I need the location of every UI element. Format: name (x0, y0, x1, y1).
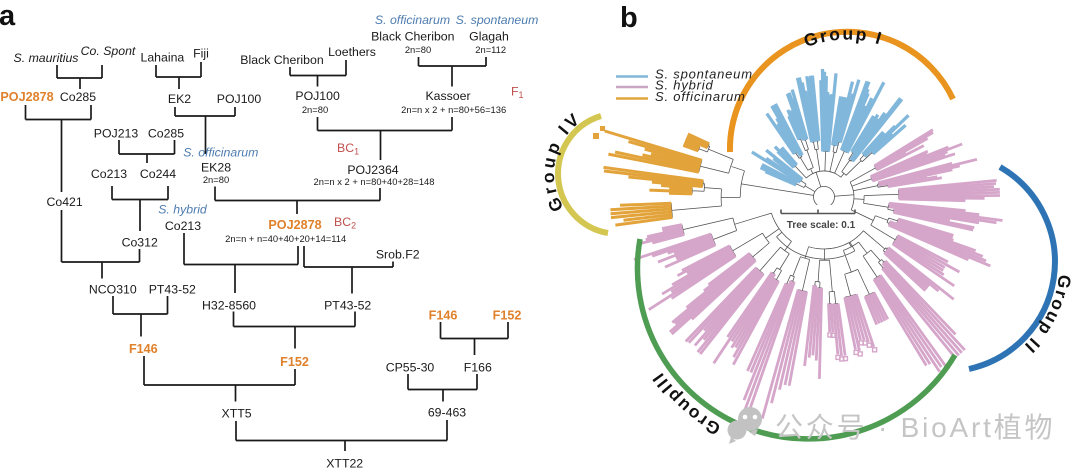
svg-text:Black Cheribon: Black Cheribon (371, 30, 455, 44)
svg-text:F152: F152 (493, 309, 522, 323)
svg-text:S. hybrid: S. hybrid (158, 203, 208, 217)
svg-text:Srob.F2: Srob.F2 (376, 248, 420, 262)
svg-text:BC2: BC2 (334, 215, 356, 231)
svg-text:POJ2878: POJ2878 (268, 218, 321, 232)
svg-text:Loethers: Loethers (328, 45, 376, 59)
svg-text:a: a (0, 0, 16, 32)
svg-text:2n=80: 2n=80 (302, 104, 328, 115)
svg-text:2n=112: 2n=112 (475, 44, 506, 55)
svg-text:S. officinarum: S. officinarum (375, 13, 450, 27)
svg-text:CP55-30: CP55-30 (386, 360, 435, 374)
svg-text:2n=80: 2n=80 (405, 44, 431, 55)
svg-text:POJ2878: POJ2878 (0, 90, 53, 104)
svg-text:Co. Spont: Co. Spont (81, 44, 136, 58)
svg-text:F146: F146 (129, 342, 158, 356)
svg-text:Group I: Group I (801, 23, 885, 51)
svg-text:Kassoer: Kassoer (425, 89, 470, 103)
svg-text:F152: F152 (280, 355, 309, 369)
svg-text:F146: F146 (429, 309, 458, 323)
svg-text:S. spontaneum: S. spontaneum (456, 13, 539, 27)
svg-text:2n=n + n=40+40+20+14=114: 2n=n + n=40+40+20+14=114 (225, 233, 346, 244)
svg-text:2n=n x 2 + n=80+40+28=148: 2n=n x 2 + n=80+40+28=148 (314, 176, 435, 187)
svg-text:EK28: EK28 (201, 161, 231, 175)
svg-text:F166: F166 (464, 360, 492, 374)
svg-text:Co244: Co244 (140, 167, 176, 181)
svg-text:Glagah: Glagah (469, 30, 509, 44)
svg-text:XTT5: XTT5 (222, 407, 252, 421)
svg-text:S. mauritius: S. mauritius (14, 51, 79, 65)
svg-text:Fiji: Fiji (193, 47, 209, 61)
svg-text:S. officinarum: S. officinarum (183, 146, 258, 160)
svg-text:S. officinarum: S. officinarum (655, 89, 746, 104)
svg-text:Black Cheribon: Black Cheribon (240, 53, 324, 67)
svg-text:GroupIII: GroupIII (647, 368, 723, 439)
svg-text:PT43-52: PT43-52 (324, 298, 371, 312)
svg-text:POJ100: POJ100 (217, 92, 262, 106)
svg-text:Co312: Co312 (122, 235, 158, 249)
svg-text:EK2: EK2 (168, 92, 191, 106)
svg-text:Group II: Group II (1020, 273, 1076, 358)
svg-text:F1: F1 (511, 85, 524, 101)
svg-text:b: b (620, 2, 638, 34)
svg-text:BC1: BC1 (337, 141, 359, 157)
svg-text:Co213: Co213 (165, 219, 201, 233)
svg-text:H32-8560: H32-8560 (202, 298, 256, 312)
svg-text:Co285: Co285 (60, 90, 96, 104)
svg-text:POJ2364: POJ2364 (347, 163, 398, 177)
svg-text:2n=n x 2 + n=80+56=136: 2n=n x 2 + n=80+56=136 (401, 104, 506, 115)
svg-text:POJ100: POJ100 (295, 89, 340, 103)
svg-text:2n=80: 2n=80 (203, 174, 229, 185)
svg-text:Tree scale: 0.1: Tree scale: 0.1 (787, 220, 856, 231)
svg-text:Co285: Co285 (148, 127, 184, 141)
svg-text:公众号 · BioArt植物: 公众号 · BioArt植物 (775, 412, 1055, 443)
svg-text:Co213: Co213 (91, 167, 127, 181)
svg-text:S. hybrid: S. hybrid (655, 78, 714, 93)
svg-text:PT43-52: PT43-52 (149, 283, 196, 297)
svg-text:POJ213: POJ213 (94, 127, 139, 141)
svg-text:NCO310: NCO310 (89, 283, 137, 297)
svg-text:69-463: 69-463 (428, 406, 466, 420)
svg-text:Lahaina: Lahaina (141, 51, 185, 65)
svg-text:XTT22: XTT22 (326, 457, 363, 470)
svg-text:Co421: Co421 (46, 195, 82, 209)
svg-text:S. spontaneum: S. spontaneum (655, 67, 753, 82)
